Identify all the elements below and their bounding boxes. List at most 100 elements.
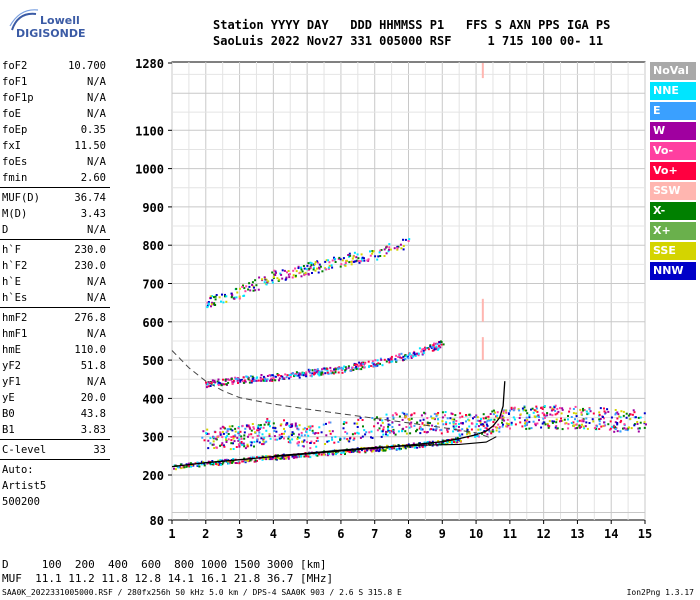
echo-dot-f2hop <box>294 267 297 270</box>
echo-dot-f2hop <box>220 300 222 303</box>
echo-dot-spread <box>315 440 318 442</box>
echo-dot-spread <box>362 425 364 428</box>
echo-dot-spread <box>541 408 544 410</box>
echo-dot-spread <box>286 422 289 425</box>
echo-dot-f2hop <box>380 249 383 251</box>
echo-dot-base <box>459 439 462 442</box>
echo-dot-spread <box>598 413 601 416</box>
echo-dot-f1hop <box>422 352 425 354</box>
echo-dot-spread <box>262 439 265 442</box>
echo-dot-f2hop <box>310 264 313 267</box>
echo-dot-spread <box>512 416 515 419</box>
echo-dot-spread <box>490 432 493 435</box>
echo-dot-spread <box>467 418 470 421</box>
echo-dot-spread <box>454 422 457 425</box>
echo-dot-f2hop <box>272 276 275 279</box>
echo-dot-spread <box>348 440 351 443</box>
echo-dot-f1hop <box>280 375 283 377</box>
echo-dot-f2hop <box>319 265 322 268</box>
echo-dot-spread <box>456 430 459 432</box>
echo-dot-spread <box>354 432 357 435</box>
echo-dot-spread <box>541 412 544 415</box>
echo-dot-spread <box>629 413 632 416</box>
echo-dot-spread <box>370 430 373 433</box>
echo-dot-base <box>318 453 321 456</box>
echo-dot-spread <box>567 418 569 421</box>
echo-dot-f1hop <box>349 369 352 372</box>
header-line2: SaoLuis 2022 Nov27 331 005000 RSF 1 715 … <box>213 34 604 48</box>
echo-dot-f1hop <box>263 377 266 380</box>
echo-dot-f2hop <box>279 272 282 275</box>
echo-dot-spread <box>544 415 547 418</box>
echo-dot-f2hop <box>244 290 247 293</box>
echo-dot-base <box>304 454 307 456</box>
echo-dot-spread <box>579 408 582 411</box>
echo-dot-spread <box>283 419 285 422</box>
echo-dot-spread <box>510 408 513 411</box>
echo-dot-spread <box>534 416 537 419</box>
param-row: B1 3.83 <box>0 422 110 438</box>
echo-dot-f1hop <box>323 367 326 370</box>
echo-dot-spread <box>622 427 624 430</box>
echo-dot-f1hop <box>377 362 380 365</box>
legend-item-e: E <box>650 102 696 120</box>
echo-dot-f2hop <box>339 258 342 261</box>
echo-dot-f1hop <box>213 379 216 382</box>
echo-dot-spread <box>387 429 390 432</box>
echo-dot-spread <box>274 427 277 430</box>
echo-dot-f1hop <box>297 372 300 374</box>
echo-dot-base <box>256 459 258 462</box>
echo-dot-spread <box>554 404 557 407</box>
echo-dot-spread <box>471 422 474 425</box>
echo-dot-spread <box>434 429 437 432</box>
echo-dot-spread <box>620 419 623 422</box>
echo-dot-f2hop <box>249 289 252 292</box>
echo-dot-spread <box>452 430 455 433</box>
echo-dot-spread <box>639 416 642 419</box>
param-value: 230.0 <box>74 260 106 272</box>
echo-dot-spread <box>296 442 299 445</box>
echo-dot-f2hop <box>325 259 328 262</box>
echo-dot-spread <box>265 429 268 432</box>
echo-dot-f1hop <box>250 381 253 384</box>
echo-dot-base <box>428 440 431 443</box>
echo-dot-spread <box>329 421 332 424</box>
echo-dot-f1hop <box>389 361 392 363</box>
echo-dot-f1hop <box>209 385 212 387</box>
echo-dot-spread <box>394 412 397 415</box>
echo-dot-f1hop <box>224 378 227 381</box>
echo-dot-f1hop <box>437 347 440 350</box>
echo-dot-spread <box>547 426 550 429</box>
echo-dot-spread <box>356 426 359 428</box>
echo-dot-base <box>190 465 192 468</box>
echo-dot-f1hop <box>371 360 374 363</box>
echo-dot-spread <box>482 417 485 420</box>
echo-dot-f1hop <box>340 366 343 369</box>
echo-dot-f1hop <box>410 357 413 359</box>
echo-dot-spread <box>206 428 209 431</box>
echo-dot-spread <box>627 414 630 417</box>
echo-dot-spread <box>303 434 306 437</box>
echo-dot-base <box>219 463 222 466</box>
echo-dot-f2hop <box>297 267 300 269</box>
echo-dot-base <box>281 456 284 459</box>
echo-dot-spread <box>576 427 579 429</box>
echo-dot-spread <box>437 412 440 414</box>
echo-dot-spread <box>312 431 315 434</box>
param-label: fmin <box>2 172 28 184</box>
echo-dot-spread <box>215 446 218 449</box>
echo-dot-f1hop <box>239 379 242 382</box>
echo-dot-spread <box>551 407 554 410</box>
echo-dot-f1hop <box>422 349 425 352</box>
echo-dot-spread <box>247 435 249 438</box>
echo-dot-spread <box>465 414 467 416</box>
echo-dot-spread <box>567 423 570 426</box>
echo-dot-f2hop <box>288 276 291 279</box>
echo-dot-spread <box>235 446 238 448</box>
echo-dot-spread <box>523 409 526 412</box>
echo-dot-spread <box>588 408 591 411</box>
footer-info: SAA0K_2022331005000.RSF / 280fx256h 50 k… <box>2 588 402 597</box>
echo-dot-f2hop <box>306 264 309 267</box>
echo-dot-spread <box>219 431 222 434</box>
echo-dot-f1hop <box>228 379 231 381</box>
